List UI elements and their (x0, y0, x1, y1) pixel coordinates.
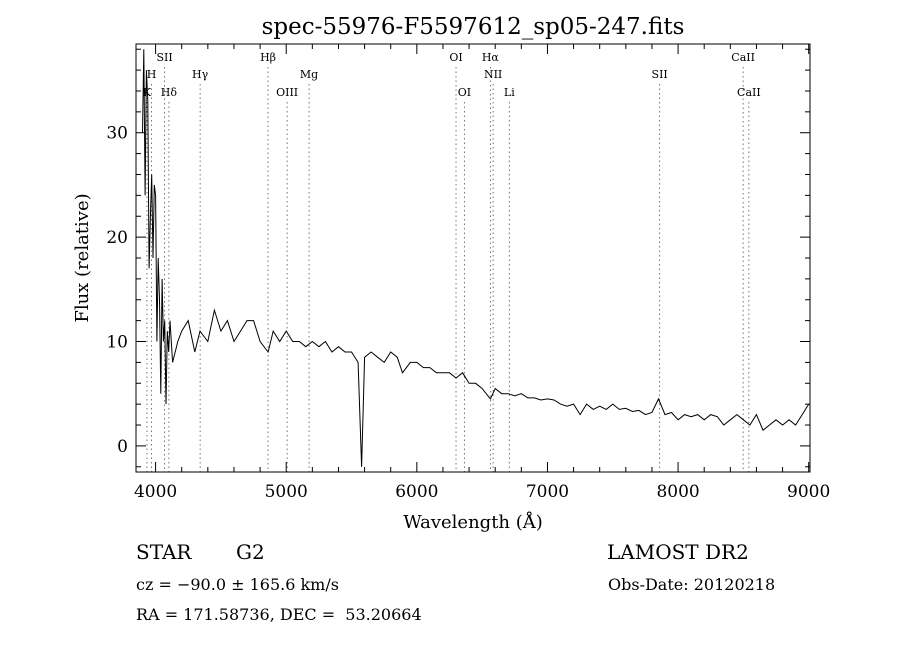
y-tick-label: 0 (117, 437, 128, 457)
line-marker-label: NII (484, 68, 502, 81)
x-tick-label: 6000 (395, 482, 438, 502)
spectrum-line (142, 49, 810, 467)
line-marker-label: Mg (300, 68, 318, 81)
redshift-readout: cz = −90.0 ± 165.6 km/s (136, 575, 339, 594)
survey-name: LAMOST DR2 (607, 540, 749, 564)
line-marker-label: Hδ (161, 86, 178, 99)
coordinates: RA = 171.58736, DEC = 53.20664 (136, 605, 422, 624)
line-marker-label: SII (652, 68, 668, 81)
line-marker-label: OI (449, 51, 462, 64)
line-marker-label: OI (458, 86, 471, 99)
line-marker-label: CaII (737, 86, 761, 99)
y-axis-label: Flux (relative) (72, 193, 93, 322)
chart-title: spec-55976-F5597612_sp05-247.fits (262, 14, 685, 40)
line-marker-label: CaII (731, 51, 755, 64)
line-marker-label: OIII (276, 86, 298, 99)
x-tick-label: 7000 (526, 482, 569, 502)
x-tick-label: 4000 (134, 482, 177, 502)
x-tick-label: 5000 (265, 482, 308, 502)
y-tick-label: 10 (106, 333, 128, 353)
x-tick-label: 9000 (787, 482, 830, 502)
x-axis-label: Wavelength (Å) (403, 511, 543, 533)
line-marker-label: H (147, 68, 157, 81)
line-marker-label: SII (156, 51, 172, 64)
line-marker-label: Hα (482, 51, 500, 64)
observation-date: Obs-Date: 20120218 (608, 575, 776, 594)
object-class: STAR (136, 540, 192, 564)
y-tick-label: 30 (106, 124, 128, 144)
line-marker-label: Li (504, 86, 515, 99)
axis-ticks: 4000 5000 6000 7000 8000 9000 0 10 20 30 (106, 44, 830, 502)
line-marker-label: Hγ (192, 68, 209, 81)
y-tick-label: 20 (106, 228, 128, 248)
line-marker-label: Hβ (260, 51, 276, 64)
plot-frame (135, 43, 811, 473)
x-tick-label: 8000 (656, 482, 699, 502)
subclass: G2 (236, 540, 265, 564)
